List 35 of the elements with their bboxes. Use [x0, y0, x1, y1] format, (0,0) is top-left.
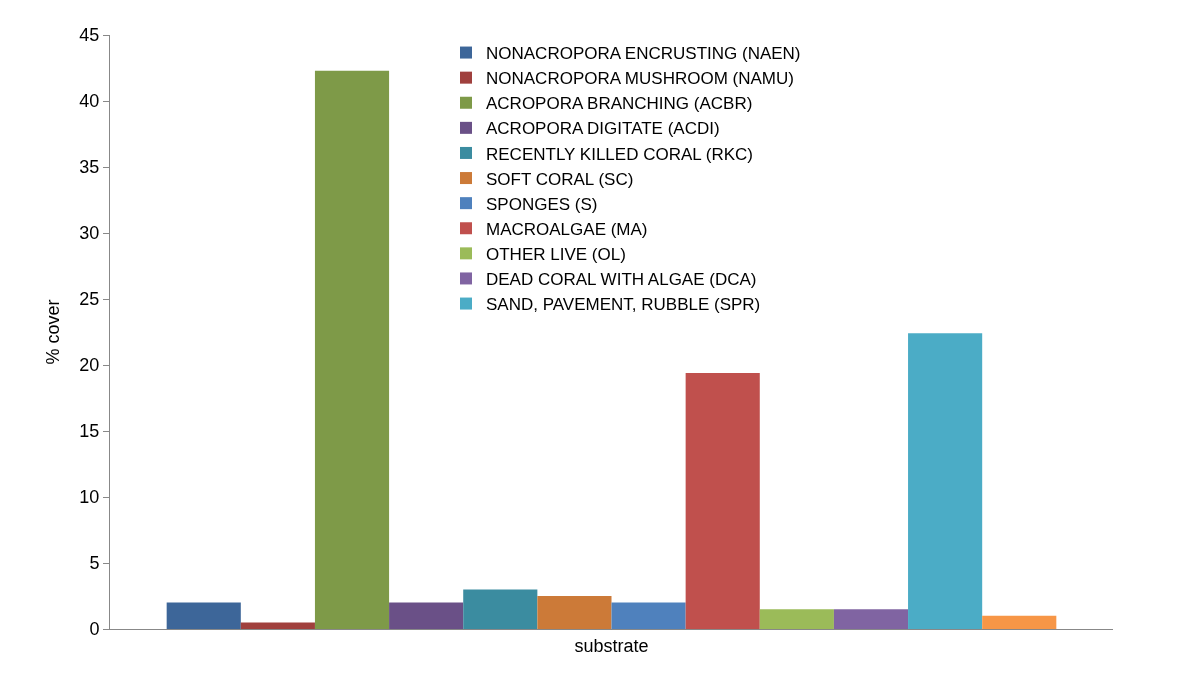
y-axis-title: % cover	[42, 299, 63, 365]
legend-label: DEAD CORAL WITH ALGAE (DCA)	[486, 270, 757, 290]
legend-label: SOFT CORAL (SC)	[486, 169, 634, 189]
y-tick-label: 20	[79, 355, 100, 376]
bar	[463, 589, 538, 629]
bar	[908, 333, 983, 629]
bar	[833, 609, 909, 629]
y-tick-label: 45	[79, 25, 100, 46]
legend-label: MACROALGAE (MA)	[486, 219, 648, 239]
y-tick-label: 40	[79, 91, 100, 112]
bar	[314, 70, 390, 629]
legend-label: NONACROPORA ENCRUSTING (NAEN)	[486, 44, 801, 64]
legend-label: ACROPORA BRANCHING (ACBR)	[486, 94, 753, 114]
bar	[685, 372, 760, 629]
bar	[166, 602, 241, 629]
bar	[759, 609, 834, 629]
y-tick-label: 10	[79, 487, 100, 508]
bar	[537, 596, 612, 629]
y-tick-label: 0	[89, 619, 100, 640]
bar	[982, 615, 1057, 629]
legend-label: RECENTLY KILLED CORAL (RKC)	[486, 144, 754, 164]
x-tick-label: substrate	[574, 635, 649, 656]
bar	[240, 622, 315, 629]
y-tick-label: 5	[89, 553, 100, 574]
y-tick-label: 35	[79, 157, 100, 178]
legend-label: OTHER LIVE (OL)	[486, 244, 626, 264]
y-tick-label: 25	[79, 289, 100, 310]
y-tick-label: 30	[79, 223, 100, 244]
bar	[389, 602, 464, 629]
legend-label: SAND, PAVEMENT, RUBBLE (SPR)	[486, 295, 761, 315]
bar	[611, 602, 686, 629]
legend-label: SPONGES (S)	[486, 194, 598, 214]
legend-label: ACROPORA DIGITATE (ACDI)	[486, 119, 720, 139]
y-tick-label: 15	[79, 421, 100, 442]
legend-label: NONACROPORA MUSHROOM (NAMU)	[486, 69, 794, 89]
